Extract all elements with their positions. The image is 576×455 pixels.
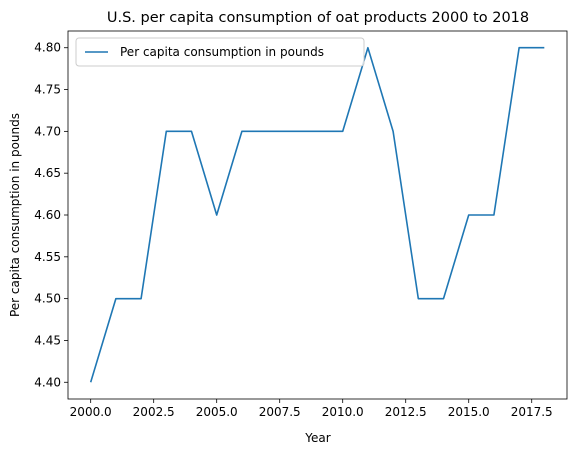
y-axis: 4.40 4.45 4.50 4.55 4.60 4.65 4.70 4.75 4.80 [34, 41, 68, 389]
series-line-per-capita [89, 46, 545, 383]
plot-frame [67, 30, 568, 400]
x-tick-label: 2010.0 [322, 405, 364, 419]
legend-box [75, 37, 365, 67]
chart-title: U.S. per capita consumption of oat produ… [107, 10, 529, 26]
legend: Per capita consumption in pounds [75, 37, 365, 67]
x-tick-label: 2002.5 [133, 405, 175, 419]
x-tick-label: 2017.5 [511, 405, 553, 419]
y-tick-label: 4.80 [34, 41, 61, 55]
legend-label: Per capita consumption in pounds [120, 45, 324, 59]
x-axis-label: Year [304, 431, 330, 445]
y-tick-label: 4.55 [34, 250, 61, 264]
y-tick-label: 4.45 [34, 333, 61, 347]
x-tick-label: 2005.0 [196, 405, 238, 419]
y-tick-label: 4.50 [34, 292, 61, 306]
y-tick-label: 4.40 [34, 375, 61, 389]
y-axis-label: Per capita consumption in pounds [8, 113, 22, 317]
x-tick-label: 2015.0 [448, 405, 490, 419]
x-tick-label: 2000.0 [70, 405, 112, 419]
x-axis: 2000.0 2002.5 2005.0 2007.5 2010.0 2012.5 2015… [70, 399, 553, 419]
y-tick-label: 4.65 [34, 166, 61, 180]
x-tick-label: 2012.5 [385, 405, 427, 419]
x-tick-label: 2007.5 [259, 405, 301, 419]
y-tick-label: 4.60 [34, 208, 61, 222]
y-tick-label: 4.70 [34, 124, 61, 138]
y-tick-label: 4.75 [34, 83, 61, 97]
